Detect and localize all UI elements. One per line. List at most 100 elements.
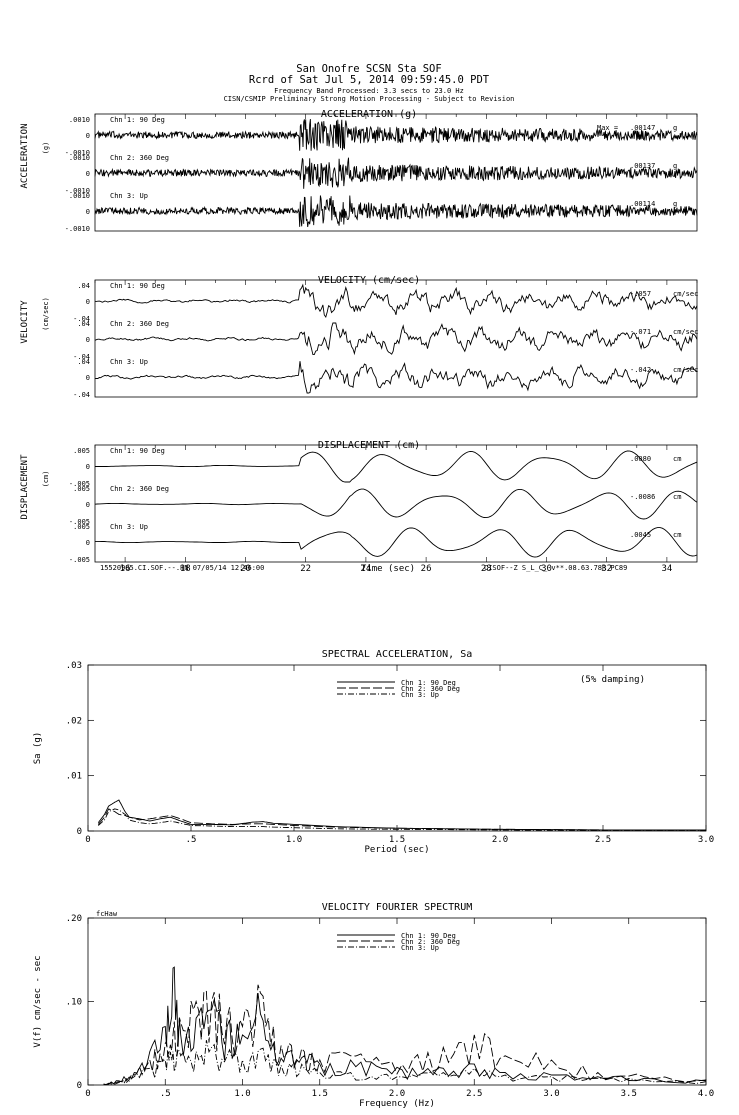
x-axis-label: Time (sec) — [361, 564, 415, 574]
x-tick-label: 26 — [421, 564, 432, 574]
x-tick-label: .5 — [186, 835, 197, 845]
legend-label: Chn 1: 90 Deg — [401, 679, 456, 687]
x-tick-label: 24 — [360, 564, 371, 574]
y-tick-label: .04 — [77, 358, 90, 366]
x-tick-label: 3.0 — [543, 1089, 559, 1099]
channel-label: Chn 3: Up — [110, 192, 148, 200]
max-value: .00114 — [630, 200, 655, 208]
trace-accel-3 — [94, 195, 698, 227]
max-unit: cm/sec — [673, 290, 698, 298]
x-tick-label: 3.5 — [621, 1089, 637, 1099]
max-unit: g — [673, 124, 677, 132]
x-tick-label: 1.5 — [389, 835, 405, 845]
x-tick-label: 4.0 — [698, 1089, 714, 1099]
legend-label: Chn 2: 360 Deg — [401, 938, 460, 946]
y-tick-label: 0 — [77, 1081, 82, 1091]
side-label: ACCELERATION — [20, 123, 30, 188]
unit-label: (cm) — [42, 471, 50, 488]
panel-frame — [94, 444, 698, 563]
channel-label: Chn 2: 360 Deg — [110, 320, 169, 328]
panel-title: VELOCITY (cm/sec) — [318, 275, 420, 286]
y-tick-label: .005 — [73, 523, 90, 531]
y-tick-label: .0010 — [69, 192, 90, 200]
legend-label: Chn 3: Up — [401, 944, 439, 952]
channel-label: Chn 3: Up — [110, 358, 148, 366]
max-value: -.071 — [630, 328, 651, 336]
trace-disp-3 — [95, 527, 698, 558]
y-tick-label: -.005 — [69, 556, 90, 564]
y-tick-label: .005 — [73, 485, 90, 493]
x-tick-label: 1.0 — [286, 835, 302, 845]
y-tick-label: 0 — [86, 132, 90, 140]
y-tick-label: -.0010 — [65, 225, 90, 233]
trace-vel-2 — [94, 322, 698, 356]
x-tick-label: 28 — [481, 564, 492, 574]
y-tick-label: -.0010 — [65, 187, 90, 195]
x-tick-label: 2.5 — [466, 1089, 482, 1099]
y-axis-label: V(f) cm/sec - sec — [33, 955, 43, 1047]
time-series-panels: ACCELERATION (g) ACCELERATION (g) .0010 0 -.0… — [20, 109, 698, 574]
max-unit: cm/sec — [673, 366, 698, 374]
y-tick-label: 0 — [86, 501, 90, 509]
channel-label: Chn 2: 360 Deg — [110, 154, 169, 162]
panel-disp: DISPLACEMENT (cm) DISPLACEMENT (cm) .005 0 -.… — [20, 440, 698, 564]
channel-label: Chn 1: 90 Deg — [110, 116, 165, 124]
y-tick-label: 0 — [86, 374, 90, 382]
trace-accel-2 — [94, 157, 698, 189]
y-tick-label: -.0010 — [65, 149, 90, 157]
x-tick-label: 2.0 — [492, 835, 508, 845]
header-note: CISN/CSMIP Preliminary Strong Motion Pro… — [224, 95, 515, 103]
x-tick-label: 22 — [300, 564, 311, 574]
x-tick-label: 16 — [120, 564, 131, 574]
legend-label: Chn 3: Up — [401, 691, 439, 699]
y-tick-label: .0010 — [69, 154, 90, 162]
x-tick-label: 2.5 — [595, 835, 611, 845]
panel-vel: VELOCITY (cm/sec) VELOCITY (cm/sec) .04 0 -.0… — [20, 275, 698, 399]
max-unit: cm — [673, 455, 681, 463]
damping-note: (5% damping) — [580, 675, 645, 685]
y-tick-label: .01 — [66, 772, 82, 782]
y-tick-label: .10 — [66, 998, 82, 1008]
max-value: -.042 — [630, 366, 651, 374]
x-tick-label: 1.5 — [312, 1089, 328, 1099]
max-unit: g — [673, 162, 677, 170]
max-value: -.0086 — [630, 493, 655, 501]
y-tick-label: .005 — [73, 447, 90, 455]
x-tick-label: 2.0 — [389, 1089, 405, 1099]
chart-title: SPECTRAL ACCELERATION, Sa — [322, 649, 473, 660]
series-line-2 — [103, 984, 707, 1086]
x-axis-label: Period (sec) — [364, 845, 429, 855]
channel-label: Chn 1: 90 Deg — [110, 282, 165, 290]
plot-frame — [87, 917, 707, 1086]
y-axis-label: Sa (g) — [33, 732, 43, 765]
series-line-2 — [97, 808, 706, 831]
y-tick-label: 0 — [86, 463, 90, 471]
max-value: .00137 — [630, 162, 655, 170]
panel-accel: ACCELERATION (g) ACCELERATION (g) .0010 0 -.0… — [20, 109, 698, 233]
side-label: VELOCITY — [20, 300, 30, 344]
x-tick-label: 20 — [240, 564, 251, 574]
y-tick-label: .04 — [77, 282, 90, 290]
chart-title: VELOCITY FOURIER SPECTRUM — [322, 902, 473, 913]
x-tick-label: 0 — [85, 835, 90, 845]
plot-frame — [87, 664, 707, 832]
side-label: DISPLACEMENT — [20, 454, 30, 520]
max-unit: cm — [673, 531, 681, 539]
y-tick-label: .03 — [66, 661, 82, 671]
y-tick-label: 0 — [77, 827, 82, 837]
header-record: Rcrd of Sat Jul 5, 2014 09:59:45.0 PDT — [249, 74, 490, 86]
panel-title: ACCELERATION (g) — [321, 109, 417, 120]
y-tick-label: .0010 — [69, 116, 90, 124]
panel-title: DISPLACEMENT (cm) — [318, 440, 420, 451]
header-station: San Onofre SCSN Sta SOF — [296, 63, 441, 75]
x-tick-label: 1.0 — [234, 1089, 250, 1099]
legend-label: Chn 1: 90 Deg — [401, 932, 456, 940]
header-band: Frequency Band Processed: 3.3 secs to 23… — [274, 87, 464, 95]
x-tick-label: 3.0 — [698, 835, 714, 845]
footer-left: 15520985.CI.SOF.--.HN 07/05/14 12:46:00 — [100, 564, 264, 572]
y-tick-label: .20 — [66, 914, 82, 924]
y-tick-label: 0 — [86, 539, 90, 547]
max-value: .0045 — [630, 531, 651, 539]
x-tick-label: .5 — [160, 1089, 171, 1099]
y-tick-label: 0 — [86, 208, 90, 216]
